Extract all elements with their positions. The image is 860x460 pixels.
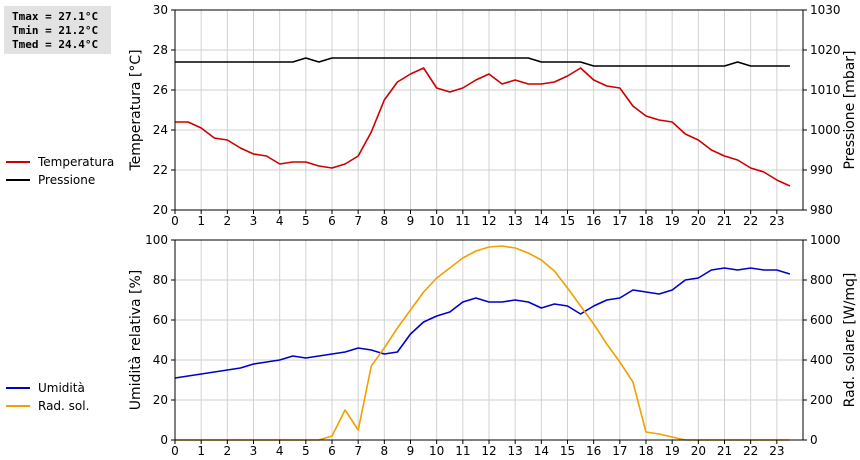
bottom-x-tick-label: 17: [612, 444, 627, 458]
bottom-x-tick-label: 14: [534, 444, 549, 458]
bottom-x-tick-label: 16: [586, 444, 601, 458]
bottom-x-tick-label: 3: [250, 444, 258, 458]
top-x-tick-label: 13: [508, 214, 523, 228]
bottom-y-right-label: Rad. solare [W/mq]: [842, 273, 858, 408]
bottom-x-tick-label: 15: [560, 444, 575, 458]
bottom-series-0-line: [174, 267, 791, 379]
bottom-x-tick-label: 11: [455, 444, 470, 458]
bottom-y-right-tick-label: 600: [810, 313, 833, 327]
stat-tmin: Tmin = 21.2°C: [12, 24, 99, 37]
top-y-right-tick-label: 1020: [810, 43, 841, 57]
top-y-left-tick-label: 22: [153, 163, 168, 177]
top-x-tick-label: 18: [638, 214, 653, 228]
top-y-right-label: Pressione [mbar]: [842, 50, 858, 169]
bottom-y-right-tick-label: 1000: [810, 233, 841, 247]
top-y-right-tick-label: 990: [810, 163, 833, 177]
top-y-left-label: Temperatura [°C]: [128, 49, 144, 171]
top-x-tick-label: 3: [250, 214, 258, 228]
top-x-tick-label: 11: [455, 214, 470, 228]
top-x-tick-label: 16: [586, 214, 601, 228]
top-x-tick-label: 5: [302, 214, 310, 228]
top-x-tick-label: 2: [224, 214, 232, 228]
top-y-right-tick-label: 1000: [810, 123, 841, 137]
bottom-y-left-tick-label: 80: [153, 273, 168, 287]
bottom-x-tick-label: 0: [171, 444, 179, 458]
bottom-y-left-tick-label: 20: [153, 393, 168, 407]
top-series-0-line: [175, 67, 791, 187]
top-x-tick-label: 15: [560, 214, 575, 228]
top-x-tick-label: 23: [769, 214, 784, 228]
bottom-legend-label-0: Umidità: [38, 381, 85, 395]
bottom-x-tick-label: 21: [717, 444, 732, 458]
bottom-x-tick-label: 10: [429, 444, 444, 458]
stat-tmed: Tmed = 24.4°C: [12, 38, 99, 51]
top-y-left-tick-label: 20: [153, 203, 168, 217]
top-x-tick-label: 9: [407, 214, 415, 228]
bottom-series-1-line: [175, 245, 790, 441]
bottom-x-tick-label: 20: [691, 444, 706, 458]
top-series-1-line: [175, 57, 790, 67]
bottom-x-tick-label: 4: [276, 444, 284, 458]
bottom-legend-label-1: Rad. sol.: [38, 399, 89, 413]
bottom-y-right-tick-label: 200: [810, 393, 833, 407]
bottom-x-tick-label: 23: [769, 444, 784, 458]
bottom-x-tick-label: 22: [743, 444, 758, 458]
bottom-x-tick-label: 13: [508, 444, 523, 458]
bottom-y-right-tick-label: 400: [810, 353, 833, 367]
top-x-tick-label: 10: [429, 214, 444, 228]
top-y-right-tick-label: 1030: [810, 3, 841, 17]
bottom-x-tick-label: 9: [407, 444, 415, 458]
top-x-tick-label: 1: [197, 214, 205, 228]
top-y-left-tick-label: 28: [153, 43, 168, 57]
bottom-x-tick-label: 19: [665, 444, 680, 458]
top-y-right-tick-label: 980: [810, 203, 833, 217]
bottom-x-tick-label: 6: [328, 444, 336, 458]
top-x-tick-label: 17: [612, 214, 627, 228]
top-y-right-tick-label: 1010: [810, 83, 841, 97]
top-x-tick-label: 8: [381, 214, 389, 228]
bottom-y-left-tick-label: 0: [160, 433, 168, 447]
top-x-tick-label: 20: [691, 214, 706, 228]
bottom-y-left-tick-label: 60: [153, 313, 168, 327]
stats-box: Tmax = 27.1°C Tmin = 21.2°C Tmed = 24.4°…: [4, 6, 111, 54]
top-y-left-tick-label: 30: [153, 3, 168, 17]
top-x-tick-label: 19: [665, 214, 680, 228]
top-x-tick-label: 14: [534, 214, 549, 228]
bottom-y-left-label: Umidità relativa [%]: [128, 270, 144, 411]
stat-tmax: Tmax = 27.1°C: [12, 10, 99, 23]
top-x-tick-label: 7: [354, 214, 362, 228]
bottom-x-tick-label: 12: [481, 444, 496, 458]
top-x-tick-label: 0: [171, 214, 179, 228]
top-legend-label-0: Temperatura: [37, 155, 114, 169]
top-x-tick-label: 22: [743, 214, 758, 228]
top-legend-label-1: Pressione: [38, 173, 95, 187]
bottom-y-right-tick-label: 800: [810, 273, 833, 287]
top-y-left-tick-label: 24: [153, 123, 168, 137]
bottom-y-right-tick-label: 0: [810, 433, 818, 447]
bottom-x-tick-label: 2: [224, 444, 232, 458]
top-x-tick-label: 6: [328, 214, 336, 228]
bottom-y-left-tick-label: 40: [153, 353, 168, 367]
bottom-x-tick-label: 7: [354, 444, 362, 458]
bottom-y-left-tick-label: 100: [145, 233, 168, 247]
bottom-x-tick-label: 18: [638, 444, 653, 458]
top-x-tick-label: 4: [276, 214, 284, 228]
top-x-tick-label: 21: [717, 214, 732, 228]
bottom-x-tick-label: 5: [302, 444, 310, 458]
bottom-x-tick-label: 8: [381, 444, 389, 458]
top-y-left-tick-label: 26: [153, 83, 168, 97]
top-x-tick-label: 12: [481, 214, 496, 228]
bottom-x-tick-label: 1: [197, 444, 205, 458]
